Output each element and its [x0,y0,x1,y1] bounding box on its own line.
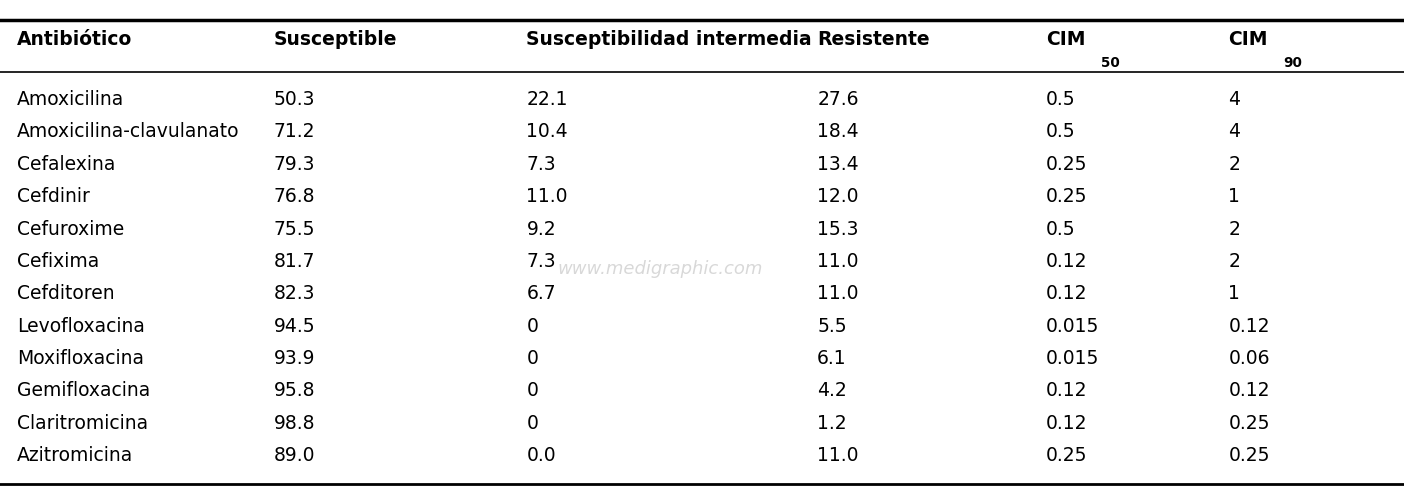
Text: 2: 2 [1228,252,1240,271]
Text: 76.8: 76.8 [274,187,316,206]
Text: Levofloxacina: Levofloxacina [17,317,145,336]
Text: 15.3: 15.3 [817,220,859,239]
Text: 0: 0 [526,414,538,433]
Text: 11.0: 11.0 [526,187,569,206]
Text: 0.25: 0.25 [1228,414,1271,433]
Text: 0.25: 0.25 [1046,187,1088,206]
Text: 0.0: 0.0 [526,446,556,465]
Text: 11.0: 11.0 [817,252,859,271]
Text: 90: 90 [1283,56,1302,70]
Text: 50.3: 50.3 [274,90,316,109]
Text: 1.2: 1.2 [817,414,847,433]
Text: Susceptible: Susceptible [274,30,397,49]
Text: 0: 0 [526,381,538,400]
Text: 94.5: 94.5 [274,317,316,336]
Text: 0.015: 0.015 [1046,349,1099,368]
Text: Amoxicilina-clavulanato: Amoxicilina-clavulanato [17,123,239,141]
Text: 2: 2 [1228,220,1240,239]
Text: 4: 4 [1228,90,1241,109]
Text: 0.5: 0.5 [1046,220,1075,239]
Text: 0.12: 0.12 [1046,414,1088,433]
Text: 0.12: 0.12 [1046,284,1088,303]
Text: 0.12: 0.12 [1228,381,1271,400]
Text: 0.12: 0.12 [1228,317,1271,336]
Text: 79.3: 79.3 [274,155,316,174]
Text: Cefdinir: Cefdinir [17,187,90,206]
Text: 95.8: 95.8 [274,381,316,400]
Text: 0: 0 [526,349,538,368]
Text: 98.8: 98.8 [274,414,316,433]
Text: 6.1: 6.1 [817,349,847,368]
Text: 7.3: 7.3 [526,252,556,271]
Text: Cefixima: Cefixima [17,252,100,271]
Text: 1: 1 [1228,284,1240,303]
Text: 82.3: 82.3 [274,284,316,303]
Text: 0.12: 0.12 [1046,381,1088,400]
Text: Cefuroxime: Cefuroxime [17,220,124,239]
Text: 12.0: 12.0 [817,187,859,206]
Text: 0.25: 0.25 [1228,446,1271,465]
Text: 0: 0 [526,317,538,336]
Text: 0.06: 0.06 [1228,349,1271,368]
Text: 0.5: 0.5 [1046,90,1075,109]
Text: 4: 4 [1228,123,1241,141]
Text: Cefditoren: Cefditoren [17,284,115,303]
Text: 0.25: 0.25 [1046,446,1088,465]
Text: www.medigraphic.com: www.medigraphic.com [557,260,762,278]
Text: 22.1: 22.1 [526,90,569,109]
Text: 1: 1 [1228,187,1240,206]
Text: Susceptibilidad intermedia: Susceptibilidad intermedia [526,30,812,49]
Text: CIM: CIM [1046,30,1085,49]
Text: Cefalexina: Cefalexina [17,155,115,174]
Text: 75.5: 75.5 [274,220,316,239]
Text: 11.0: 11.0 [817,446,859,465]
Text: 0.12: 0.12 [1046,252,1088,271]
Text: 0.25: 0.25 [1046,155,1088,174]
Text: 89.0: 89.0 [274,446,316,465]
Text: 27.6: 27.6 [817,90,859,109]
Text: 6.7: 6.7 [526,284,556,303]
Text: 81.7: 81.7 [274,252,316,271]
Text: 7.3: 7.3 [526,155,556,174]
Text: 71.2: 71.2 [274,123,316,141]
Text: Moxifloxacina: Moxifloxacina [17,349,143,368]
Text: 0.5: 0.5 [1046,123,1075,141]
Text: 10.4: 10.4 [526,123,569,141]
Text: Azitromicina: Azitromicina [17,446,133,465]
Text: CIM: CIM [1228,30,1268,49]
Text: 2: 2 [1228,155,1240,174]
Text: 0.015: 0.015 [1046,317,1099,336]
Text: 13.4: 13.4 [817,155,859,174]
Text: Resistente: Resistente [817,30,929,49]
Text: Amoxicilina: Amoxicilina [17,90,124,109]
Text: 50: 50 [1101,56,1119,70]
Text: 18.4: 18.4 [817,123,859,141]
Text: 11.0: 11.0 [817,284,859,303]
Text: Gemifloxacina: Gemifloxacina [17,381,150,400]
Text: 93.9: 93.9 [274,349,316,368]
Text: 4.2: 4.2 [817,381,847,400]
Text: Claritromicina: Claritromicina [17,414,147,433]
Text: 5.5: 5.5 [817,317,847,336]
Text: 9.2: 9.2 [526,220,556,239]
Text: Antibiótico: Antibiótico [17,30,132,49]
